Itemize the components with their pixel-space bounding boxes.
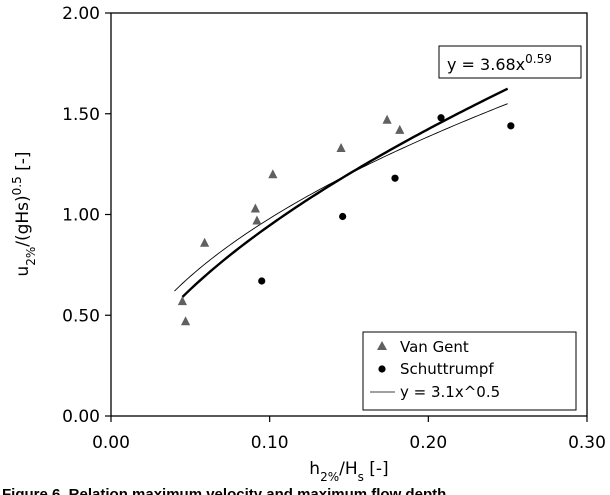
legend-label-van-gent: Van Gent — [400, 338, 469, 356]
legend-box — [362, 331, 577, 411]
van-gent-point — [250, 203, 260, 213]
x-tick-label: 0.10 — [251, 433, 289, 453]
y-axis-ticks: 0.00 0.50 1.00 1.50 2.00 — [62, 4, 111, 427]
fit-equation-annotation: y = 3.68x0.59 — [438, 45, 582, 79]
van-gent-point — [180, 316, 191, 326]
y-tick-label: 0.00 — [62, 407, 100, 427]
x-tick-label: 0.20 — [409, 433, 447, 453]
schuttrumpf-point — [507, 122, 515, 130]
x-axis-label: h2%/Hs [-] — [309, 459, 388, 484]
y-tick-label: 1.50 — [62, 105, 100, 125]
van-gent-point — [252, 215, 262, 225]
schuttrumpf-point — [258, 277, 266, 285]
x-axis-ticks: 0.00 0.10 0.20 0.30 — [92, 416, 606, 453]
van-gent-point — [177, 296, 187, 306]
power-curve-3-68 — [181, 87, 509, 298]
schuttrumpf-point — [339, 212, 347, 221]
van-gent-point — [382, 114, 392, 124]
legend: Van Gent Schuttrumpf y = 3.1x^0.5 — [362, 331, 577, 411]
data-points — [177, 114, 515, 326]
y-axis-label: u2%/(gHs)0.5 [-] — [10, 151, 38, 276]
legend-label-schuttrumpf: Schuttrumpf — [400, 360, 494, 378]
legend-marker-van-gent — [377, 341, 387, 350]
fit-curves — [174, 87, 509, 298]
van-gent-point — [200, 237, 210, 247]
figure-caption: Figure 6. Relation maximum velocity and … — [2, 486, 446, 495]
van-gent-point — [395, 124, 405, 134]
van-gent-point — [336, 143, 346, 153]
annotation-box — [438, 45, 582, 79]
y-tick-label: 1.00 — [62, 206, 100, 226]
legend-label-power-fit: y = 3.1x^0.5 — [400, 383, 500, 401]
legend-marker-schuttrumpf — [378, 365, 386, 373]
schuttrumpf-point — [391, 174, 399, 182]
y-tick-label: 2.00 — [62, 4, 100, 24]
x-tick-label: 0.30 — [568, 433, 606, 453]
annotation-text: y = 3.68x0.59 — [447, 52, 552, 74]
van-gent-point — [268, 169, 278, 179]
x-tick-label: 0.00 — [92, 433, 130, 453]
y-tick-label: 0.50 — [62, 306, 100, 326]
schuttrumpf-point — [437, 114, 445, 122]
